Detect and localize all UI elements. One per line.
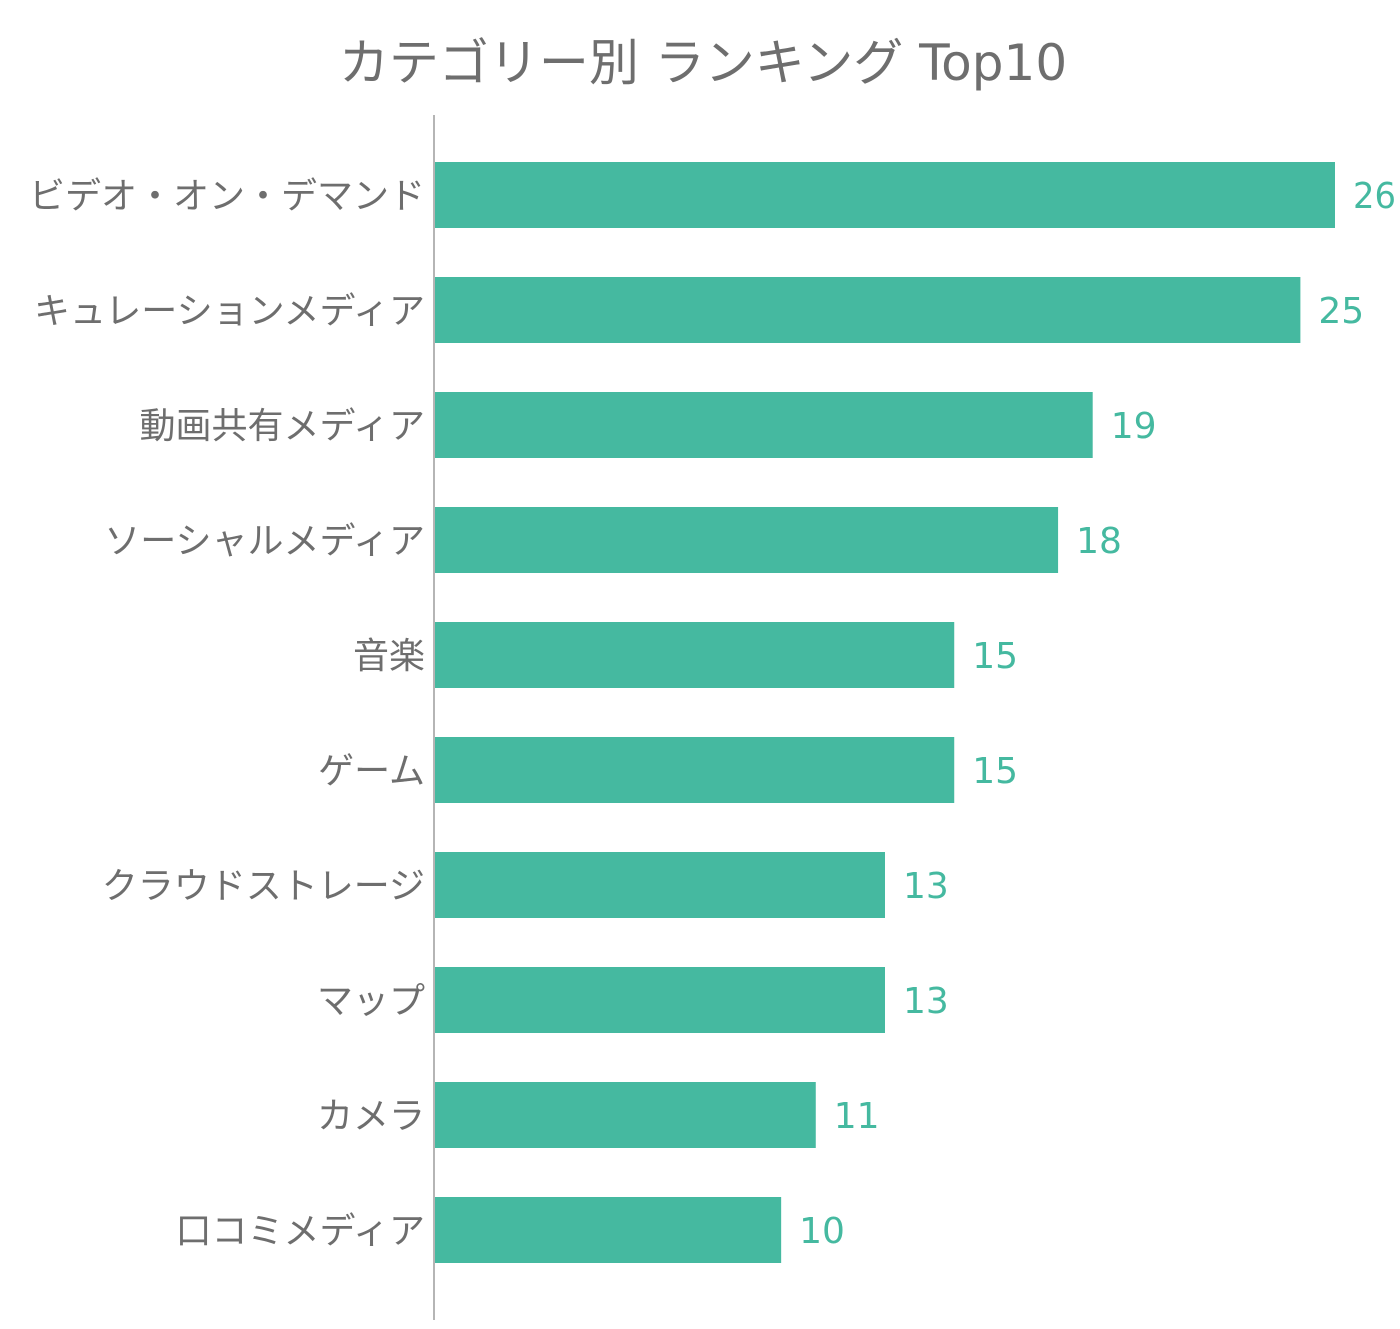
bar-3	[435, 507, 1059, 573]
value-label-8: 11	[834, 1096, 880, 1137]
category-label-2: 動画共有メディア	[140, 406, 425, 447]
bar-1	[435, 277, 1301, 343]
category-label-9: 口コミメディア	[176, 1211, 425, 1252]
category-label-7: マップ	[317, 981, 425, 1022]
value-label-2: 19	[1111, 406, 1157, 447]
category-label-1: キュレーションメディア	[34, 291, 425, 332]
value-label-6: 13	[903, 866, 949, 907]
bar-6	[435, 852, 885, 918]
bar-8	[435, 1082, 816, 1148]
category-label-4: 音楽	[353, 636, 425, 677]
bar-2	[435, 392, 1093, 458]
bar-4	[435, 622, 955, 688]
bar-0	[435, 162, 1335, 228]
chart-title: カテゴリー別 ランキング Top10	[339, 34, 1067, 92]
value-label-3: 18	[1076, 521, 1122, 562]
value-label-0: 26	[1353, 176, 1396, 217]
bars-group: ビデオ・オン・デマンド 26 キュレーションメディア 25 動画共有メディア 19 ソーシャ…	[29, 162, 1396, 1263]
value-label-1: 25	[1318, 291, 1364, 332]
bar-9	[435, 1197, 782, 1263]
bar-7	[435, 967, 885, 1033]
value-label-9: 10	[799, 1211, 845, 1252]
category-label-0: ビデオ・オン・デマンド	[29, 176, 425, 217]
bar-5	[435, 737, 955, 803]
value-label-4: 15	[972, 636, 1018, 677]
value-label-5: 15	[972, 751, 1018, 792]
category-label-5: ゲーム	[318, 751, 425, 792]
category-label-8: カメラ	[317, 1096, 425, 1137]
category-label-6: クラウドストレージ	[102, 866, 425, 907]
category-label-3: ソーシャルメディア	[104, 521, 425, 562]
value-label-7: 13	[903, 981, 949, 1022]
